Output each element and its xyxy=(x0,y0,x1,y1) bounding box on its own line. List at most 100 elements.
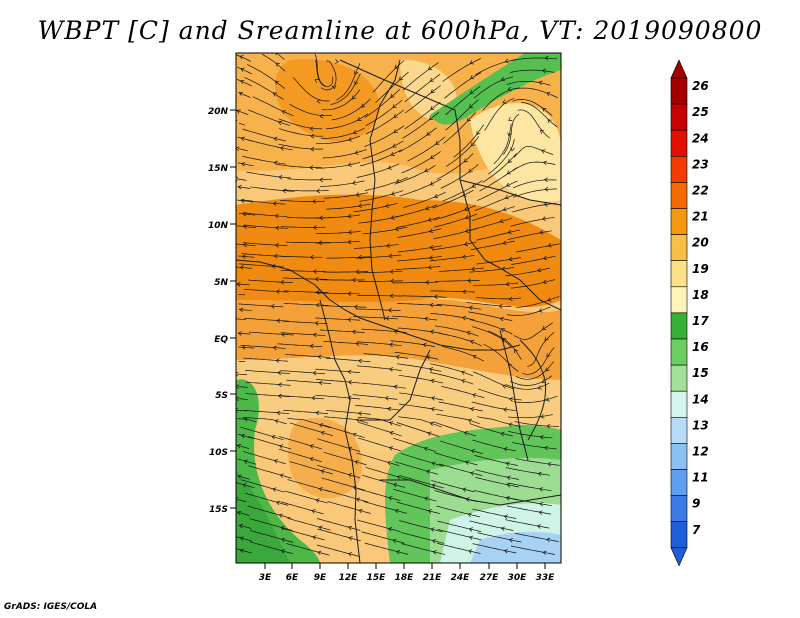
streamline xyxy=(510,216,555,227)
streamline-arrow xyxy=(426,131,431,136)
streamline-arrow xyxy=(468,527,473,532)
streamline-arrow xyxy=(425,469,431,475)
streamline-arrow xyxy=(393,384,398,390)
streamline-arrow xyxy=(429,245,434,250)
streamline xyxy=(315,292,361,295)
streamline xyxy=(466,302,512,307)
colorbar-swatch xyxy=(670,208,688,235)
streamline-arrow xyxy=(503,548,509,554)
streamline-arrow xyxy=(331,85,337,90)
streamline-arrow xyxy=(239,548,244,553)
streamline-arrow xyxy=(395,178,401,184)
streamline-arrow xyxy=(387,460,392,466)
streamline-arrow xyxy=(469,60,474,65)
streamline-arrow xyxy=(466,117,472,122)
streamline-arrow xyxy=(309,126,314,131)
streamline-arrow xyxy=(318,525,323,530)
streamline xyxy=(475,476,520,488)
streamline-arrow xyxy=(243,242,247,248)
streamline xyxy=(509,375,553,386)
streamline-arrow xyxy=(505,461,510,467)
streamline xyxy=(432,189,474,209)
streamline-arrow xyxy=(471,183,476,188)
streamline-arrow xyxy=(468,168,473,173)
streamline-arrow xyxy=(470,406,475,412)
streamline xyxy=(245,393,291,398)
streamline xyxy=(429,363,474,377)
streamline xyxy=(286,379,332,384)
streamline xyxy=(356,519,401,532)
streamline xyxy=(322,89,361,111)
streamline-arrow xyxy=(502,207,507,212)
streamline xyxy=(429,372,474,385)
colorbar-swatch xyxy=(670,469,688,496)
colorbar-label: 21 xyxy=(692,210,709,224)
streamline-arrow xyxy=(429,302,434,308)
streamline-arrow xyxy=(547,243,552,248)
streamline xyxy=(445,99,479,131)
streamline xyxy=(314,53,326,87)
streamline xyxy=(240,344,286,349)
streamline xyxy=(477,532,522,543)
streamline-arrow xyxy=(537,267,542,273)
streamline-arrow xyxy=(352,95,357,100)
streamline xyxy=(355,308,401,312)
streamline xyxy=(248,139,293,151)
streamline xyxy=(361,474,406,488)
streamline xyxy=(236,536,253,542)
streamline xyxy=(397,245,443,253)
streamline xyxy=(323,192,369,199)
streamline-arrow xyxy=(312,332,317,338)
streamline-arrow xyxy=(313,225,317,230)
streamline-arrow xyxy=(311,395,316,401)
streamline xyxy=(252,96,294,117)
streamline-arrow xyxy=(312,199,317,204)
lon-label: 18E xyxy=(395,573,415,583)
streamline-arrow xyxy=(274,213,279,219)
streamline xyxy=(430,312,475,321)
streamline-arrow xyxy=(347,473,353,478)
streamline xyxy=(444,72,482,99)
streamline-arrow xyxy=(504,194,509,200)
streamline-arrow xyxy=(388,446,393,451)
streamline-arrow xyxy=(502,99,507,104)
streamline-arrow xyxy=(514,349,519,354)
streamline xyxy=(358,422,402,437)
streamline-arrow xyxy=(544,336,549,341)
streamline-arrow xyxy=(318,487,323,492)
streamline-arrow xyxy=(273,253,278,259)
streamline xyxy=(243,288,289,293)
streamline-arrow xyxy=(389,367,394,372)
streamline-arrow xyxy=(424,168,429,173)
streamline xyxy=(503,114,520,155)
streamline-arrow xyxy=(314,320,319,326)
streamline xyxy=(238,122,246,126)
streamline xyxy=(509,69,555,73)
streamline-arrow xyxy=(498,304,503,309)
streamline xyxy=(402,62,439,91)
streamline-arrow xyxy=(239,55,244,60)
streamline-arrow xyxy=(352,180,357,186)
streamline xyxy=(238,303,284,308)
streamline-arrow xyxy=(462,487,467,492)
colorbar-label: 13 xyxy=(692,418,709,432)
streamline-arrow xyxy=(390,215,395,220)
streamline xyxy=(287,418,332,429)
streamline xyxy=(488,138,515,175)
streamline-arrow xyxy=(315,302,320,308)
streamline-arrow xyxy=(389,269,394,274)
streamline xyxy=(247,505,291,519)
streamline-arrow xyxy=(387,307,392,313)
streamline xyxy=(375,71,409,103)
streamline xyxy=(279,395,325,400)
streamline xyxy=(401,151,441,174)
streamline-arrow xyxy=(318,380,323,386)
streamline-arrow xyxy=(500,526,505,531)
streamline-arrow xyxy=(314,276,319,282)
streamline-arrow xyxy=(271,264,276,269)
streamline xyxy=(244,410,290,414)
streamline-arrow xyxy=(469,89,475,94)
streamline-arrow xyxy=(270,304,275,309)
streamline xyxy=(393,437,437,452)
streamline xyxy=(474,193,517,211)
